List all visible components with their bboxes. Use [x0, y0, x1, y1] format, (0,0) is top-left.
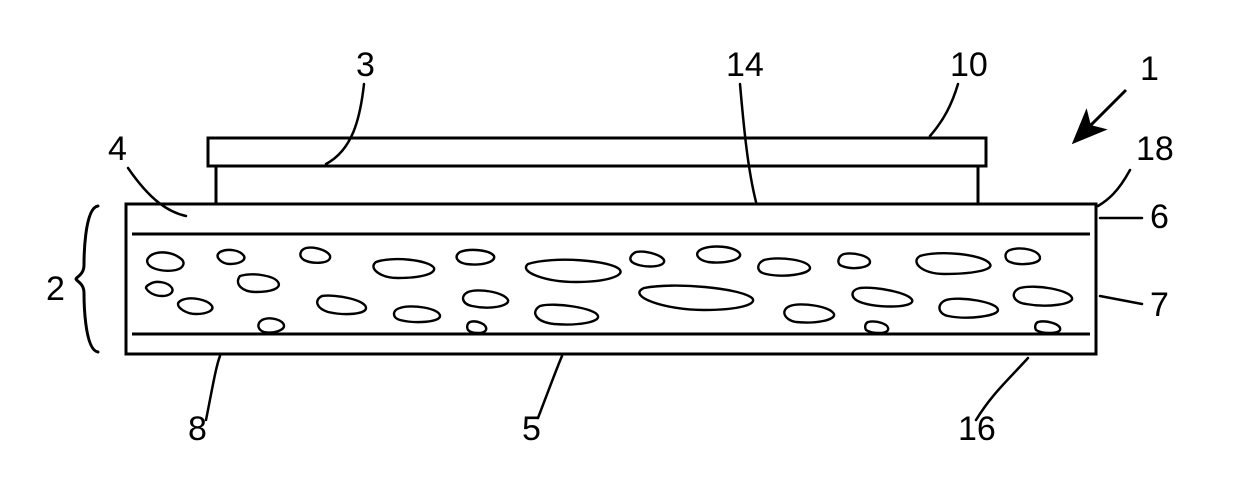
label-7: 7 — [1150, 286, 1169, 324]
label-1: 1 — [1140, 50, 1159, 88]
leader-18 — [1098, 170, 1130, 206]
brace-2 — [76, 206, 98, 352]
patent-figure: 1 3 4 14 10 18 6 7 2 8 5 16 — [0, 0, 1240, 501]
arrow-1 — [1076, 90, 1126, 140]
leader-10 — [930, 84, 958, 136]
core-texture — [146, 247, 1072, 333]
leader-8 — [206, 356, 220, 420]
leader-4 — [128, 168, 186, 216]
top-plate — [208, 138, 986, 166]
leader-7 — [1100, 296, 1142, 304]
label-16: 16 — [958, 410, 996, 448]
label-8: 8 — [188, 410, 207, 448]
leader-5 — [538, 356, 562, 418]
label-10: 10 — [950, 46, 988, 84]
label-5: 5 — [522, 410, 541, 448]
label-14: 14 — [726, 46, 764, 84]
label-18: 18 — [1136, 130, 1174, 168]
label-6: 6 — [1150, 198, 1169, 236]
label-2: 2 — [46, 270, 65, 308]
label-3: 3 — [356, 46, 375, 84]
label-4: 4 — [108, 130, 127, 168]
